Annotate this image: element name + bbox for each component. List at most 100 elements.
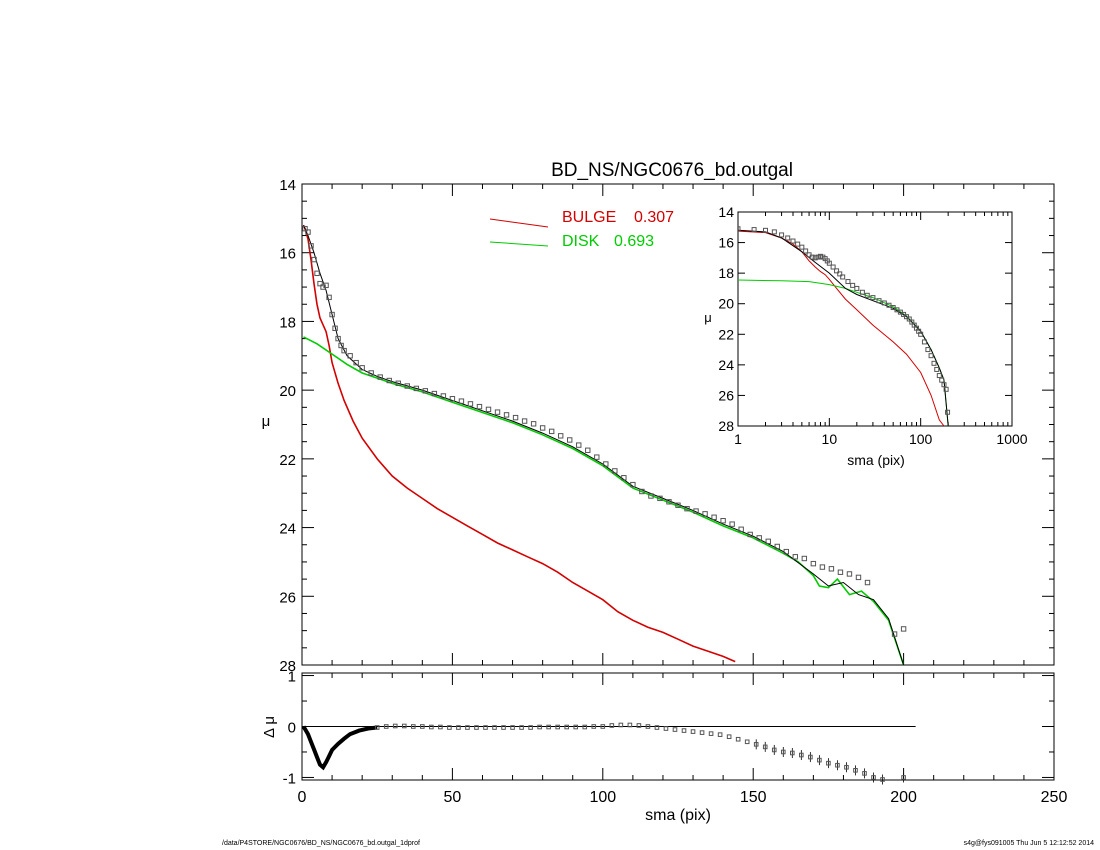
residual-point [681, 728, 687, 733]
residual-point [555, 724, 560, 730]
residual-point [510, 725, 515, 730]
data-point [837, 569, 844, 575]
residual-point [600, 724, 606, 729]
data-point [311, 256, 317, 263]
residual-xtick-label: 50 [444, 789, 462, 806]
data-point [458, 398, 465, 404]
main-curves [302, 224, 907, 665]
data-point [332, 325, 338, 332]
data-point [404, 383, 410, 389]
data-point [485, 406, 492, 413]
data-point [621, 475, 627, 481]
inset-data-point [939, 377, 945, 383]
data-point [329, 311, 335, 318]
inset-ytick-label: 14 [718, 204, 734, 220]
data-point [539, 425, 546, 431]
main-y-axis-label: μ [262, 413, 271, 430]
data-point [864, 579, 871, 586]
data-point [548, 428, 555, 435]
data-point [801, 555, 808, 562]
series-disk-line [303, 336, 905, 665]
residual-ytick-label: 1 [288, 669, 296, 686]
main-axes: 14 16 18 20 22 24 26 28 [279, 177, 1055, 675]
inset-data-point [738, 226, 741, 232]
data-point [774, 543, 780, 550]
inset-x-axis-label: sma (pix) [847, 452, 905, 468]
data-point [729, 521, 735, 527]
residual-ytick-label: 0 [288, 720, 296, 737]
series-model-line [303, 224, 905, 665]
data-point [828, 566, 835, 572]
inset-ytick-label: 16 [718, 235, 734, 251]
residual-point [474, 725, 479, 730]
residual-point [726, 734, 732, 739]
data-point [675, 502, 681, 508]
inset-data-point [945, 409, 951, 415]
legend-bulge-swatch [489, 218, 549, 228]
inset-log-plot: μ sma (pix) 14 16 18 20 22 24 26 281 10 100 1000 [704, 204, 1028, 468]
data-point [341, 347, 347, 354]
data-point [810, 560, 817, 567]
data-point [368, 370, 374, 376]
residual-point [383, 724, 389, 729]
data-point [512, 414, 519, 421]
data-point [467, 401, 474, 407]
data-point [353, 359, 359, 366]
data-point [792, 554, 799, 560]
main-ytick-label: 18 [279, 314, 296, 331]
residual-point [817, 757, 822, 763]
inset-data-point [785, 235, 791, 241]
inset-data-point [809, 254, 815, 260]
residual-point [717, 732, 723, 737]
residual-point [853, 768, 858, 773]
data-point [338, 342, 344, 349]
residual-point [537, 724, 542, 730]
residual-point [672, 727, 678, 732]
data-point [323, 282, 329, 289]
residual-point [420, 724, 425, 729]
inset-data-point [799, 244, 805, 250]
main-ytick-label: 16 [279, 246, 296, 263]
inset-data-point [751, 227, 757, 233]
residual-point [519, 725, 524, 730]
data-point [891, 631, 898, 637]
residual-plot: Δ μ sma (pix) 10-10 50 100 150 200 250 [261, 669, 1067, 824]
residual-point [826, 760, 831, 766]
data-point [431, 390, 438, 397]
residual-point [465, 725, 470, 730]
data-point [720, 518, 726, 524]
inset-xtick-label: 1 [734, 431, 742, 447]
inset-data-point [795, 241, 801, 247]
inset-data-point [941, 382, 947, 388]
legend-disk-value: 0.693 [614, 233, 654, 250]
inset-data-point [918, 331, 924, 337]
data-point [386, 377, 392, 384]
data-point [377, 374, 383, 380]
data-point [783, 548, 789, 555]
inset-ytick-label: 28 [718, 418, 734, 434]
data-point [557, 433, 564, 439]
data-point [747, 531, 753, 538]
residual-point [799, 752, 804, 758]
data-point [326, 294, 332, 301]
residual-point [392, 723, 398, 729]
residual-point [609, 723, 615, 728]
data-point [422, 388, 429, 394]
residual-axes: 10-10 50 100 150 200 250 [283, 669, 1068, 806]
residual-point [636, 723, 642, 728]
data-point [693, 508, 699, 514]
main-plot-area [302, 224, 907, 665]
residual-inner-dip [301, 725, 378, 771]
inset-data-point [934, 366, 940, 372]
data-point [305, 229, 311, 235]
inset-data-point [803, 248, 809, 254]
inset-ytick-label: 24 [718, 357, 734, 373]
inset-data-point [812, 255, 818, 261]
residual-point [654, 725, 660, 730]
data-point [494, 409, 501, 415]
data-point [612, 468, 618, 474]
data-point [413, 385, 420, 392]
residual-point [645, 724, 651, 729]
residual-point [808, 754, 813, 760]
inset-data-point [925, 347, 931, 353]
